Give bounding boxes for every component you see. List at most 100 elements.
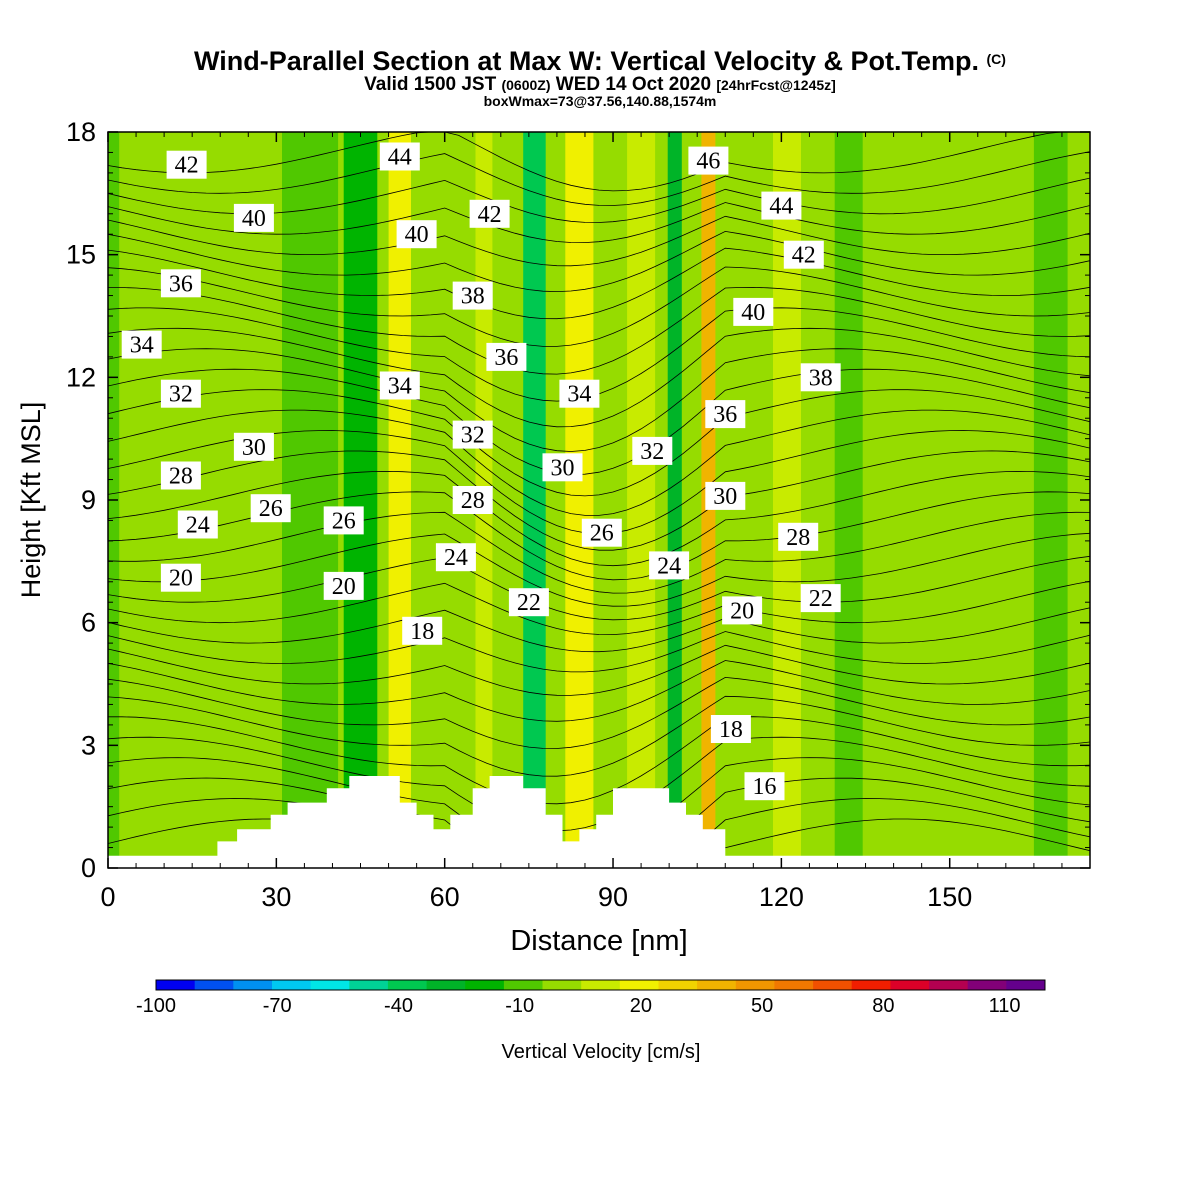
contour-label-29: 44 — [761, 191, 802, 220]
contour-label-box — [710, 715, 751, 743]
colorbar-tick-label: -40 — [384, 995, 413, 1017]
velocity-band-15 — [921, 132, 956, 868]
contour-label-box — [379, 142, 420, 171]
theta-contour-29 — [108, 230, 1090, 293]
contour-label-25: 26 — [581, 518, 622, 547]
colorbar-swatch-22 — [1006, 980, 1046, 990]
colorbar-swatch-11 — [581, 980, 621, 990]
plot-area: 42 40 36 34 32 30 28 26 24 20 26 20 18 44 40 34 32 28 24 22… — [107, 131, 1091, 869]
terrain-mask — [108, 776, 1090, 868]
contour-label-box — [469, 199, 510, 228]
contour-label-30: 42 — [783, 240, 824, 269]
x-tick-label: 30 — [261, 882, 291, 912]
contour-label-8: 24 — [177, 510, 218, 539]
colorbar-tick-label: -70 — [263, 995, 292, 1017]
contour-label-23: 34 — [559, 379, 600, 408]
contour-label-text: 28 — [461, 488, 485, 514]
contour-label-31: 40 — [733, 297, 774, 326]
contour-label-box — [435, 543, 476, 572]
contour-label-box — [688, 146, 729, 175]
contour-label-text: 46 — [696, 149, 720, 175]
contour-label-text: 34 — [567, 382, 591, 408]
x-axis-label: Distance [nm] — [510, 925, 687, 957]
contour-label-box — [233, 432, 274, 461]
theta-contour-13 — [108, 555, 1090, 621]
contour-label-box — [761, 191, 802, 220]
contour-label-text: 42 — [792, 243, 816, 269]
contour-label-11: 20 — [323, 571, 364, 600]
theta-contour-11 — [108, 607, 1090, 653]
contour-label-26: 32 — [632, 436, 673, 465]
theta-contour-31 — [108, 202, 1090, 244]
theta-contour-17 — [108, 470, 1090, 567]
contour-label-text: 30 — [551, 455, 575, 481]
contour-label-box — [581, 518, 622, 547]
x-tick-label: 60 — [430, 882, 460, 912]
x-tick-label: 150 — [927, 882, 972, 912]
contour-label-28: 46 — [688, 146, 729, 175]
contour-label-text: 30 — [242, 435, 266, 461]
theta-contour-15 — [108, 511, 1090, 594]
contour-label-box — [379, 371, 420, 400]
colorbar-swatch-3 — [272, 980, 312, 990]
contour-label-text: 34 — [130, 333, 154, 359]
y-tick-label: 0 — [81, 853, 96, 883]
contour-label-text: 38 — [461, 284, 485, 310]
theta-contour-6 — [108, 695, 1090, 777]
theta-contour-26 — [108, 286, 1090, 375]
title-text: Wind-Parallel Section at Max W: Vertical… — [194, 46, 979, 76]
contour-label-box — [166, 150, 207, 179]
velocity-band-13 — [773, 132, 801, 868]
x-tick-label: 120 — [759, 882, 804, 912]
contour-label-box — [452, 281, 493, 310]
valid-date: WED 14 Oct 2020 — [555, 74, 712, 95]
colorbar: -100 -70 -40 -10 20 50 80 110 — [136, 979, 1046, 1017]
colorbar-swatch-8 — [465, 980, 505, 990]
theta-contour-34 — [108, 132, 1090, 192]
contour-label-text: 40 — [405, 222, 429, 248]
theta-contour-labels: 42 40 36 34 32 30 28 26 24 20 26 20 18 44 40 34 32 28 24 22… — [121, 142, 841, 801]
y-tick-label: 3 — [81, 730, 96, 760]
contour-label-13: 44 — [379, 142, 420, 171]
contour-label-text: 24 — [444, 545, 468, 571]
contour-label-text: 42 — [478, 202, 502, 228]
contour-label-text: 24 — [186, 513, 210, 539]
contour-label-33: 36 — [705, 400, 746, 429]
y-tick-label: 12 — [66, 362, 96, 392]
colorbar-swatch-20 — [929, 980, 969, 990]
contour-label-box — [452, 420, 493, 449]
contour-label-box — [160, 461, 201, 490]
contour-label-34: 30 — [705, 481, 746, 510]
contour-label-6: 28 — [160, 461, 201, 490]
contour-label-3: 34 — [121, 330, 162, 359]
chart-subtitle: Valid 1500 JST (0600Z) WED 14 Oct 2020 [… — [0, 74, 1200, 95]
contour-label-10: 26 — [323, 506, 364, 535]
contour-label-text: 32 — [640, 439, 664, 465]
velocity-band-14 — [834, 132, 863, 868]
contour-label-text: 32 — [169, 382, 193, 408]
contour-label-4: 32 — [160, 379, 201, 408]
y-tick-label: 18 — [66, 117, 96, 147]
colorbar-swatch-13 — [658, 980, 698, 990]
contour-label-38: 18 — [710, 715, 751, 743]
theta-contour-14 — [108, 532, 1090, 607]
contour-label-text: 28 — [786, 525, 810, 551]
theta-contour-5 — [108, 716, 1090, 805]
contour-label-box — [486, 342, 527, 371]
theta-contour-24 — [108, 327, 1090, 428]
colorbar-swatch-17 — [813, 980, 853, 990]
colorbar-swatch-7 — [426, 980, 466, 990]
contour-label-7: 26 — [250, 494, 291, 523]
colorbar-swatch-6 — [387, 980, 428, 990]
contour-label-21: 38 — [452, 281, 493, 310]
colorbar-tick-label: 80 — [872, 995, 894, 1017]
contour-label-14: 40 — [396, 220, 437, 249]
contour-label-text: 44 — [769, 194, 793, 220]
theta-contour-21 — [108, 389, 1090, 497]
colorbar-tick-label: 20 — [630, 995, 652, 1017]
colorbar-tick-label: 110 — [989, 995, 1021, 1017]
contour-label-box — [160, 269, 201, 298]
x-tick-label: 90 — [598, 882, 628, 912]
